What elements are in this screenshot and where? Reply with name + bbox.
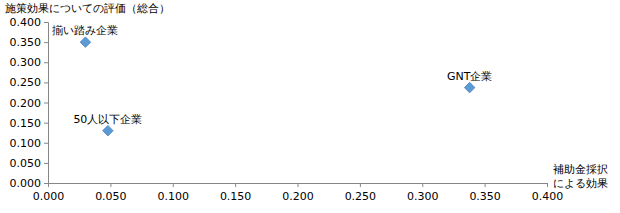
- point: [103, 125, 113, 135]
- x-axis-title: 補助金採択による効果: [553, 163, 608, 190]
- y-tick: 0.050: [10, 157, 49, 170]
- x-tick: 0.200: [282, 183, 314, 203]
- x-tick: 0.050: [95, 183, 127, 203]
- y-tick: 0.300: [10, 56, 49, 69]
- x-tick-label: 0.200: [282, 190, 314, 203]
- x-tick: 0.300: [407, 183, 439, 203]
- y-tick: 0.400: [10, 16, 49, 29]
- x-tick-mark: [235, 183, 236, 187]
- x-axis: 0.000 0.050 0.100 0.150 0.200 0.250 0.300 0.350…: [33, 183, 564, 203]
- y-axis-line: [44, 23, 49, 184]
- x-tick: 0.350: [469, 183, 501, 203]
- y-tick-mark: [44, 22, 48, 23]
- y-tick-mark: [44, 183, 48, 184]
- x-tick-label: 0.050: [95, 190, 127, 203]
- y-tick-mark: [44, 123, 48, 124]
- y-tick-mark: [44, 62, 48, 63]
- point-label: 50人以下企業: [73, 113, 142, 126]
- y-tick: 0.200: [10, 97, 49, 110]
- y-tick-mark: [44, 143, 48, 144]
- y-tick-label: 0.400: [10, 16, 42, 29]
- y-tick-label: 0.250: [10, 76, 42, 89]
- x-tick-mark: [173, 183, 174, 187]
- x-tick-label: 0.350: [469, 190, 501, 203]
- y-tick-mark: [44, 103, 48, 104]
- x-tick: 0.250: [345, 183, 377, 203]
- y-tick-label: 0.200: [10, 97, 42, 110]
- y-tick: 0.000: [10, 177, 49, 190]
- y-tick-label: 0.000: [10, 177, 42, 190]
- y-tick: 0.150: [10, 117, 49, 130]
- point-labels: 揃い踏み企業 50人以下企業 GNT企業: [52, 24, 492, 126]
- y-axis: 0.000 0.050 0.100 0.150 0.200 0.250 0.300 0.350…: [10, 16, 49, 190]
- x-axis-line: [49, 184, 548, 188]
- x-tick-mark: [360, 183, 361, 187]
- y-axis-title: 施策効果についての評価（総合）: [5, 2, 170, 15]
- y-tick-label: 0.350: [10, 36, 42, 49]
- point-label: GNT企業: [447, 70, 492, 83]
- y-tick-mark: [44, 82, 48, 83]
- point: [80, 37, 90, 47]
- plot-area: 0.000 0.050 0.100 0.150 0.200 0.250 0.300 0.350…: [10, 16, 564, 203]
- y-tick-mark: [44, 42, 48, 43]
- y-tick: 0.100: [10, 137, 49, 150]
- y-tick-label: 0.300: [10, 56, 42, 69]
- x-tick-label: 0.150: [220, 190, 252, 203]
- x-tick-label: 0.400: [532, 190, 564, 203]
- x-tick-label: 0.100: [158, 190, 190, 203]
- y-tick: 0.250: [10, 76, 49, 89]
- x-tick-mark: [298, 183, 299, 187]
- chart: 0.000 0.050 0.100 0.150 0.200 0.250 0.300 0.350…: [0, 0, 620, 213]
- x-tick-label: 0.300: [407, 190, 439, 203]
- x-tick-mark: [485, 183, 486, 187]
- y-tick-label: 0.100: [10, 137, 42, 150]
- y-tick-label: 0.150: [10, 117, 42, 130]
- x-tick-mark: [547, 183, 548, 187]
- y-tick: 0.350: [10, 36, 49, 49]
- x-tick-label: 0.250: [345, 190, 377, 203]
- x-tick-label: 0.000: [33, 190, 65, 203]
- x-tick: 0.100: [158, 183, 190, 203]
- point-label: 揃い踏み企業: [52, 24, 118, 37]
- y-tick-label: 0.050: [10, 157, 42, 170]
- x-tick: 0.150: [220, 183, 252, 203]
- x-tick-mark: [110, 183, 111, 187]
- x-tick-mark: [422, 183, 423, 187]
- point: [464, 82, 474, 92]
- y-tick-mark: [44, 163, 48, 164]
